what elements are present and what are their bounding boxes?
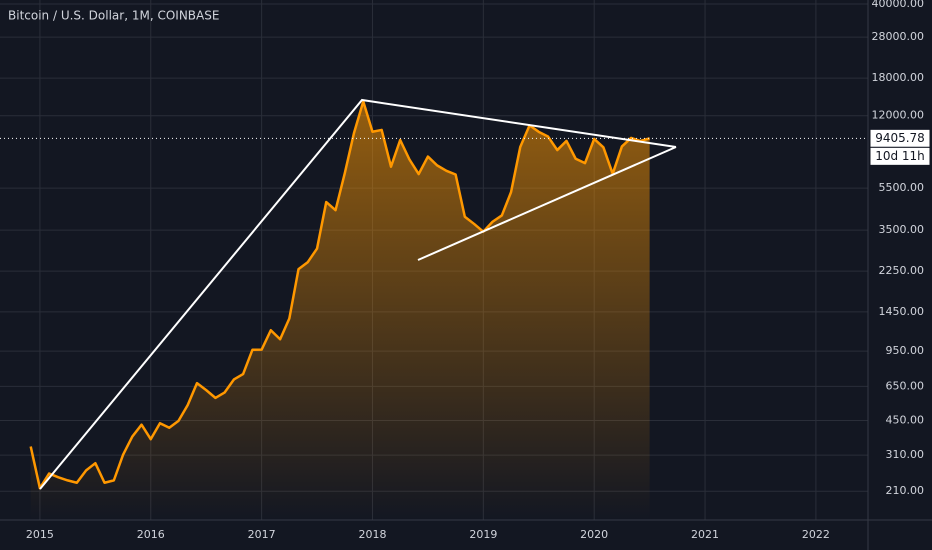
y-tick-label: 18000.00 [872, 71, 925, 84]
x-tick-label: 2022 [802, 528, 830, 541]
area-fill [30, 101, 650, 521]
x-tick-label: 2017 [248, 528, 276, 541]
y-tick-label: 5500.00 [879, 181, 925, 194]
y-tick-label: 12000.00 [872, 109, 925, 122]
x-tick-label: 2019 [469, 528, 497, 541]
x-tick-label: 2021 [691, 528, 719, 541]
chart-title: Bitcoin / U.S. Dollar, 1M, COINBASE [8, 9, 219, 23]
x-tick-label: 2020 [580, 528, 608, 541]
price-line [29, 100, 650, 490]
trend-line [39, 98, 677, 490]
y-tick-label: 28000.00 [872, 30, 925, 43]
y-tick-label: 2250.00 [879, 264, 925, 277]
trend-line [417, 146, 677, 261]
y-tick-label: 310.00 [886, 448, 925, 461]
y-tick-label: 450.00 [886, 413, 925, 426]
y-tick-label: 950.00 [886, 344, 925, 357]
axes: 210.00 310.00 450.00 650.00 950.00 1450.00 225… [26, 0, 931, 541]
y-tick-label: 3500.00 [879, 223, 925, 236]
price-label: 9405.78 [875, 131, 925, 145]
y-tick-label: 40000.00 [872, 0, 925, 10]
y-tick-label: 1450.00 [879, 305, 925, 318]
trend-lines [39, 98, 677, 490]
y-tick-label: 650.00 [886, 379, 925, 392]
x-tick-label: 2018 [358, 528, 386, 541]
countdown-box [869, 146, 931, 166]
x-tick-label: 2015 [26, 528, 54, 541]
x-tick-label: 2016 [137, 528, 165, 541]
y-tick-label: 210.00 [886, 484, 925, 497]
countdown: 10d 11h [875, 149, 925, 163]
plot [0, 100, 868, 521]
